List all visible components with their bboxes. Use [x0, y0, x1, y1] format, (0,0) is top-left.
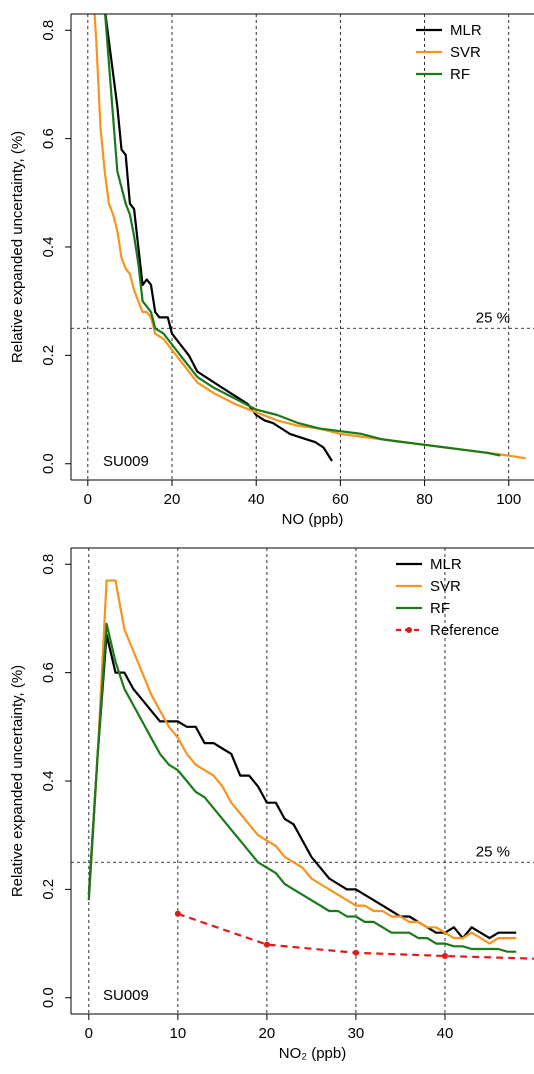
y-tick-label: 0.0	[40, 453, 57, 474]
chart-panel-1: 25 % 0.0 0.2 0.4 0.6 0.8 0 20 40 60 80 100 NO (ppb) R…	[9, 13, 534, 528]
legend-marker-reference	[406, 627, 412, 633]
x-tick-label: 0	[84, 491, 92, 508]
series-group	[87, 579, 534, 960]
sensor-label: SU009	[103, 987, 149, 1004]
x-tick-label: 10	[170, 1025, 187, 1042]
x-tick-label: 20	[164, 491, 181, 508]
series-line-mlr	[104, 14, 333, 462]
legend-label-reference: Reference	[430, 622, 499, 639]
x-tick-label: 60	[332, 491, 349, 508]
y-tick-label: 0.6	[40, 662, 57, 683]
x-tick-label: 40	[248, 491, 265, 508]
threshold-label: 25 %	[476, 843, 510, 860]
series-marker-reference	[263, 941, 270, 948]
y-axis-title: Relative expanded uncertainty, (%)	[9, 665, 26, 897]
legend-label-svr: SVR	[430, 578, 461, 595]
threshold-label: 25 %	[476, 309, 510, 326]
series-line-mlr	[87, 633, 517, 940]
y-tick-label: 0.8	[40, 20, 57, 41]
legend-label-mlr: MLR	[430, 556, 462, 573]
legend-label-rf: RF	[430, 600, 450, 617]
series-marker-reference	[174, 910, 181, 917]
x-tick-label: 80	[416, 491, 433, 508]
series-marker-reference	[441, 953, 448, 960]
y-tick-label: 0.8	[40, 554, 57, 575]
series-marker-reference	[352, 949, 359, 956]
series-line-rf	[104, 14, 501, 457]
legend-label-mlr: MLR	[450, 22, 482, 39]
series-group	[93, 14, 526, 462]
y-tick-label: 0.4	[40, 771, 57, 792]
x-tick-label: 100	[496, 491, 521, 508]
y-tick-label: 0.2	[40, 879, 57, 900]
y-tick-label: 0.0	[40, 987, 57, 1008]
x-axis-title: NO (ppb)	[282, 511, 344, 528]
x-tick-label: 40	[437, 1025, 454, 1042]
series-line-rf	[87, 622, 517, 953]
series-line-svr	[87, 579, 517, 945]
chart-panel-2: 25 % 0.0 0.2 0.4 0.6 0.8 0 10 20 30 40 NO₂ (ppb) Rel…	[9, 547, 534, 1062]
x-tick-label: 20	[259, 1025, 276, 1042]
y-axis-title: Relative expanded uncertainty, (%)	[9, 131, 26, 363]
y-tick-label: 0.6	[40, 128, 57, 149]
legend-label-rf: RF	[450, 66, 470, 83]
x-tick-label: 30	[348, 1025, 365, 1042]
x-tick-label: 0	[85, 1025, 93, 1042]
x-axis-title: NO₂ (ppb)	[279, 1045, 347, 1062]
y-tick-label: 0.2	[40, 345, 57, 366]
y-tick-label: 0.4	[40, 237, 57, 258]
sensor-label: SU009	[103, 453, 149, 470]
legend-label-svr: SVR	[450, 44, 481, 61]
